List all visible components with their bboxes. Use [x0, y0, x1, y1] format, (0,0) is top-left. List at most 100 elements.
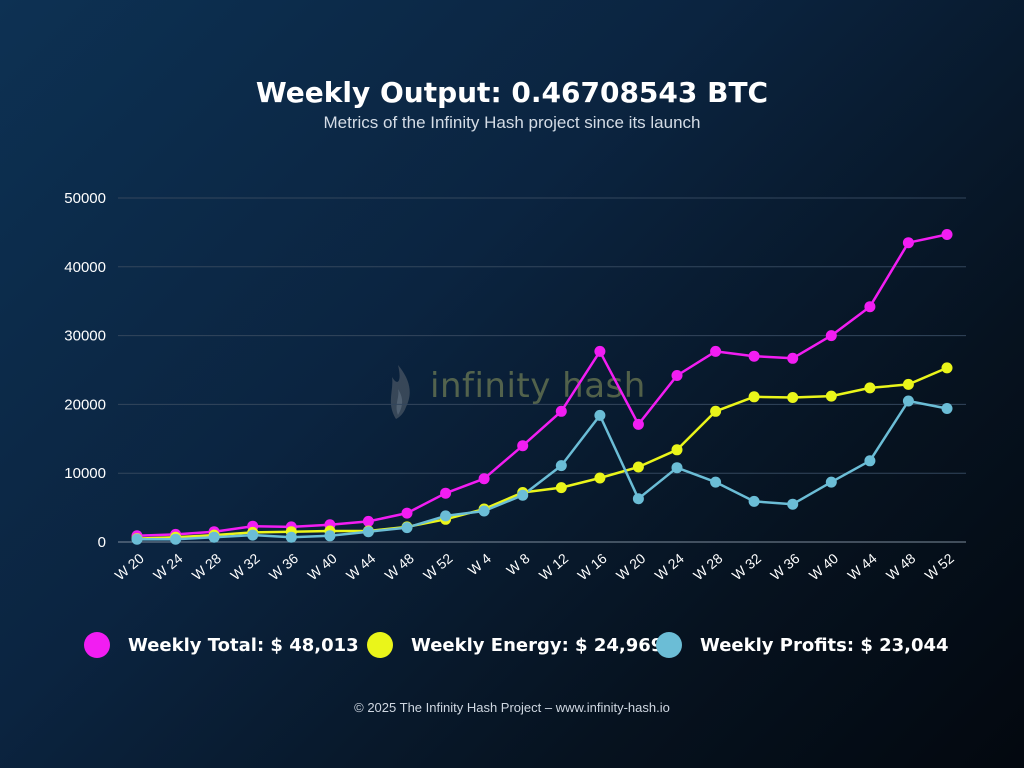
x-tick-label: W 44	[343, 550, 378, 583]
data-point	[517, 489, 529, 501]
legend-label-total: Weekly Total: $ 48,013	[128, 634, 359, 656]
x-tick-label: W 52	[420, 550, 455, 583]
y-tick-label: 0	[98, 534, 106, 551]
flame-logo-icon	[390, 365, 410, 419]
data-point	[594, 472, 606, 484]
series-line	[137, 399, 948, 541]
data-point	[941, 403, 953, 414]
watermark-text: infinity hash	[430, 366, 646, 406]
data-point	[632, 493, 644, 505]
data-point	[787, 392, 799, 403]
grid-lines	[118, 197, 966, 543]
data-point	[208, 531, 220, 543]
data-point	[825, 330, 837, 342]
data-point	[671, 370, 683, 381]
data-point	[555, 405, 567, 417]
y-axis-tick-labels: 0 10000 20000 30000 40000 50000	[64, 190, 106, 551]
chart-title: Weekly Output: 0.46708543 BTC	[255, 76, 769, 109]
data-point	[671, 444, 683, 456]
x-tick-label: W 28	[189, 550, 224, 583]
data-point	[478, 473, 490, 485]
data-point	[594, 409, 606, 421]
data-point	[517, 440, 529, 452]
data-point	[787, 498, 799, 510]
x-tick-label: W 4	[465, 550, 495, 578]
x-tick-label: W 24	[150, 550, 185, 583]
data-point	[902, 395, 914, 407]
x-tick-label: W 48	[883, 550, 918, 583]
data-point	[478, 505, 490, 517]
data-point	[710, 476, 722, 488]
data-point	[632, 461, 644, 473]
data-point	[671, 462, 683, 474]
legend-label-profits: Weekly Profits: $ 23,044	[700, 634, 949, 656]
legend-swatch-profits	[656, 632, 682, 658]
legend-item-energy: Weekly Energy: $ 24,969	[367, 628, 663, 662]
data-point	[401, 507, 413, 519]
x-tick-label: W 20	[613, 550, 648, 583]
watermark: infinity hash	[384, 346, 654, 426]
series-lines	[136, 233, 948, 541]
series-line	[136, 366, 948, 540]
series-points	[131, 229, 953, 545]
x-tick-label: W 8	[503, 550, 533, 578]
data-point	[170, 533, 182, 545]
y-tick-label: 40000	[64, 259, 106, 276]
legend-label-energy: Weekly Energy: $ 24,969	[411, 634, 664, 656]
footer-copyright: © 2025 The Infinity Hash Project – www.i…	[354, 700, 670, 715]
data-point	[324, 530, 336, 542]
x-tick-label: W 36	[266, 550, 301, 583]
data-point	[362, 515, 374, 527]
x-tick-label: W 28	[690, 550, 725, 583]
x-tick-label: W 40	[304, 550, 339, 583]
data-point	[401, 522, 413, 534]
data-point	[440, 510, 452, 522]
data-point	[440, 487, 452, 499]
x-tick-label: W 44	[844, 550, 879, 583]
legend-item-profits: Weekly Profits: $ 23,044	[656, 628, 949, 662]
x-tick-label: W 32	[729, 550, 764, 583]
chart-subtitle: Metrics of the Infinity Hash project sin…	[323, 113, 701, 132]
series-line	[136, 233, 948, 538]
x-tick-label: W 24	[652, 550, 687, 583]
data-point	[825, 390, 837, 402]
x-tick-label: W 32	[227, 550, 262, 583]
x-tick-label: W 40	[806, 550, 841, 583]
data-point	[748, 495, 760, 507]
data-point	[864, 382, 876, 394]
data-point	[285, 531, 297, 543]
data-point	[941, 229, 953, 240]
legend: Weekly Total: $ 48,013 Weekly Energy: $ …	[0, 628, 1024, 662]
data-point	[864, 455, 876, 467]
data-point	[902, 237, 914, 249]
legend-swatch-total	[84, 632, 110, 658]
y-tick-label: 50000	[64, 190, 106, 207]
data-point	[825, 476, 837, 488]
data-point	[787, 352, 799, 364]
data-point	[864, 301, 876, 313]
data-point	[247, 529, 259, 541]
data-point	[941, 362, 953, 374]
data-point	[632, 418, 644, 430]
y-tick-label: 20000	[64, 396, 106, 413]
data-point	[555, 482, 567, 494]
x-tick-label: W 48	[382, 550, 417, 583]
y-tick-label: 30000	[64, 328, 106, 345]
data-point	[710, 345, 722, 357]
x-tick-label: W 52	[922, 550, 957, 583]
y-tick-label: 10000	[64, 465, 106, 482]
data-point	[902, 378, 914, 390]
data-point	[362, 526, 374, 538]
x-tick-label: W 36	[767, 550, 802, 583]
x-tick-label: W 16	[574, 550, 609, 583]
legend-swatch-energy	[367, 632, 393, 658]
data-point	[555, 460, 567, 472]
data-point	[748, 391, 760, 403]
data-point	[131, 533, 143, 545]
data-point	[594, 345, 606, 357]
legend-item-total: Weekly Total: $ 48,013	[84, 628, 359, 662]
data-point	[748, 350, 760, 362]
x-tick-label: W 20	[112, 550, 147, 583]
